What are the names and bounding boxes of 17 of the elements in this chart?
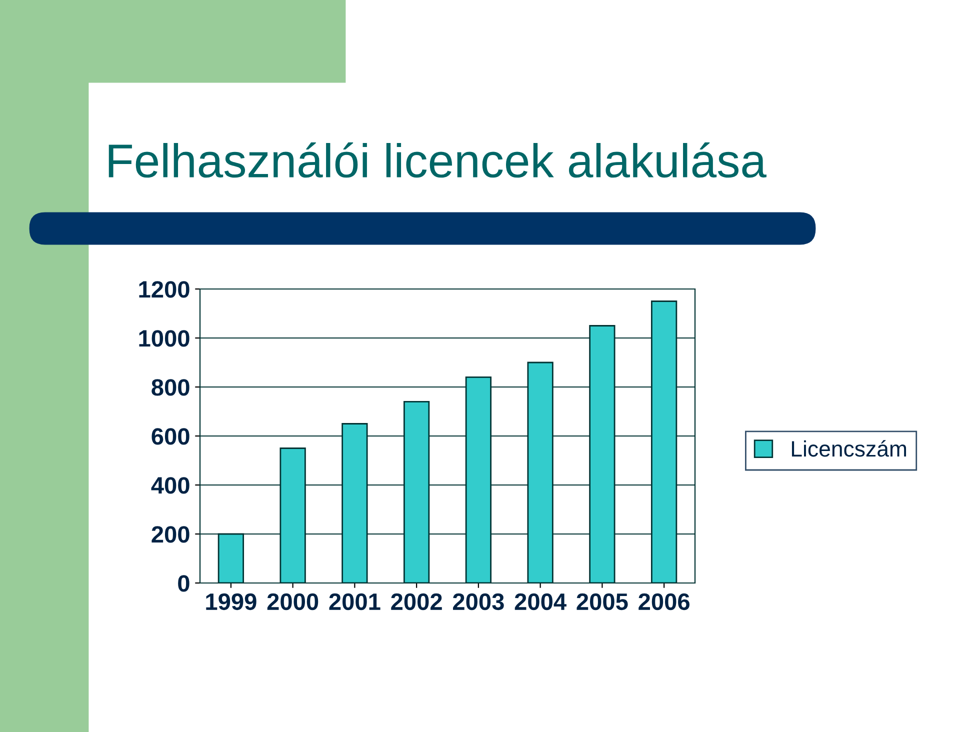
legend-label: Licencszám	[792, 440, 906, 457]
y-tick-label: 1000	[139, 330, 190, 347]
x-tick-label: 2004	[514, 593, 566, 610]
x-tick-label: 2000	[267, 593, 318, 610]
y-tick-label: 400	[151, 477, 190, 494]
chart-title: Felhasználói licencek alakulása	[108, 142, 766, 178]
y-tick-label: 600	[152, 428, 190, 445]
y-tick-label: 800	[152, 379, 190, 396]
x-tick-label: 2001	[329, 593, 380, 610]
x-tick-label: 2006	[638, 593, 690, 610]
y-tick-label: 200	[152, 526, 190, 543]
y-tick-label: 1200	[139, 281, 190, 298]
x-tick-label: 1999	[206, 593, 256, 610]
x-tick-label: 2002	[391, 593, 442, 610]
y-tick-label: 0	[178, 575, 190, 592]
x-tick-label: 2003	[452, 593, 504, 610]
x-tick-label: 2005	[576, 593, 628, 610]
